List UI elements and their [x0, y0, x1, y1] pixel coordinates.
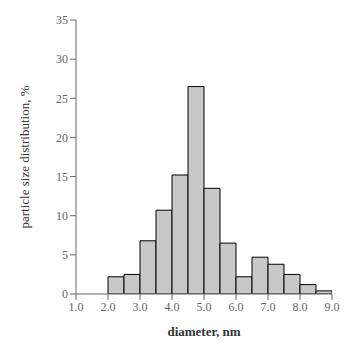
svg-text:5: 5 [62, 248, 68, 262]
svg-text:20: 20 [56, 131, 68, 145]
svg-text:0: 0 [62, 287, 68, 301]
svg-text:6.0: 6.0 [229, 300, 244, 314]
svg-text:3.0: 3.0 [133, 300, 148, 314]
svg-text:5.0: 5.0 [197, 300, 212, 314]
svg-text:9.0: 9.0 [325, 300, 340, 314]
svg-text:25: 25 [56, 92, 68, 106]
svg-text:diameter, nm: diameter, nm [167, 324, 240, 339]
svg-text:30: 30 [56, 52, 68, 66]
svg-text:particle size distribution, %: particle size distribution, % [17, 85, 32, 228]
svg-text:1.0: 1.0 [69, 300, 84, 314]
svg-text:35: 35 [56, 13, 68, 27]
svg-text:4.0: 4.0 [165, 300, 180, 314]
svg-text:2.0: 2.0 [101, 300, 116, 314]
svg-text:15: 15 [56, 170, 68, 184]
svg-text:10: 10 [56, 209, 68, 223]
svg-text:8.0: 8.0 [293, 300, 308, 314]
svg-text:7.0: 7.0 [261, 300, 276, 314]
